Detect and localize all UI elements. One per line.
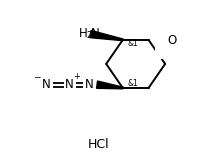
Text: O: O — [167, 34, 176, 47]
Text: N: N — [91, 27, 100, 40]
Text: HCl: HCl — [88, 138, 110, 151]
Polygon shape — [97, 81, 123, 89]
Text: N: N — [65, 78, 74, 91]
Text: −: − — [33, 73, 40, 82]
Text: +: + — [73, 72, 80, 81]
Text: 2: 2 — [86, 31, 91, 40]
Polygon shape — [90, 30, 123, 41]
Text: &1: &1 — [128, 79, 138, 87]
Text: N: N — [84, 78, 93, 91]
Text: H: H — [79, 27, 88, 40]
Text: &1: &1 — [128, 40, 138, 48]
Text: N: N — [42, 78, 51, 91]
